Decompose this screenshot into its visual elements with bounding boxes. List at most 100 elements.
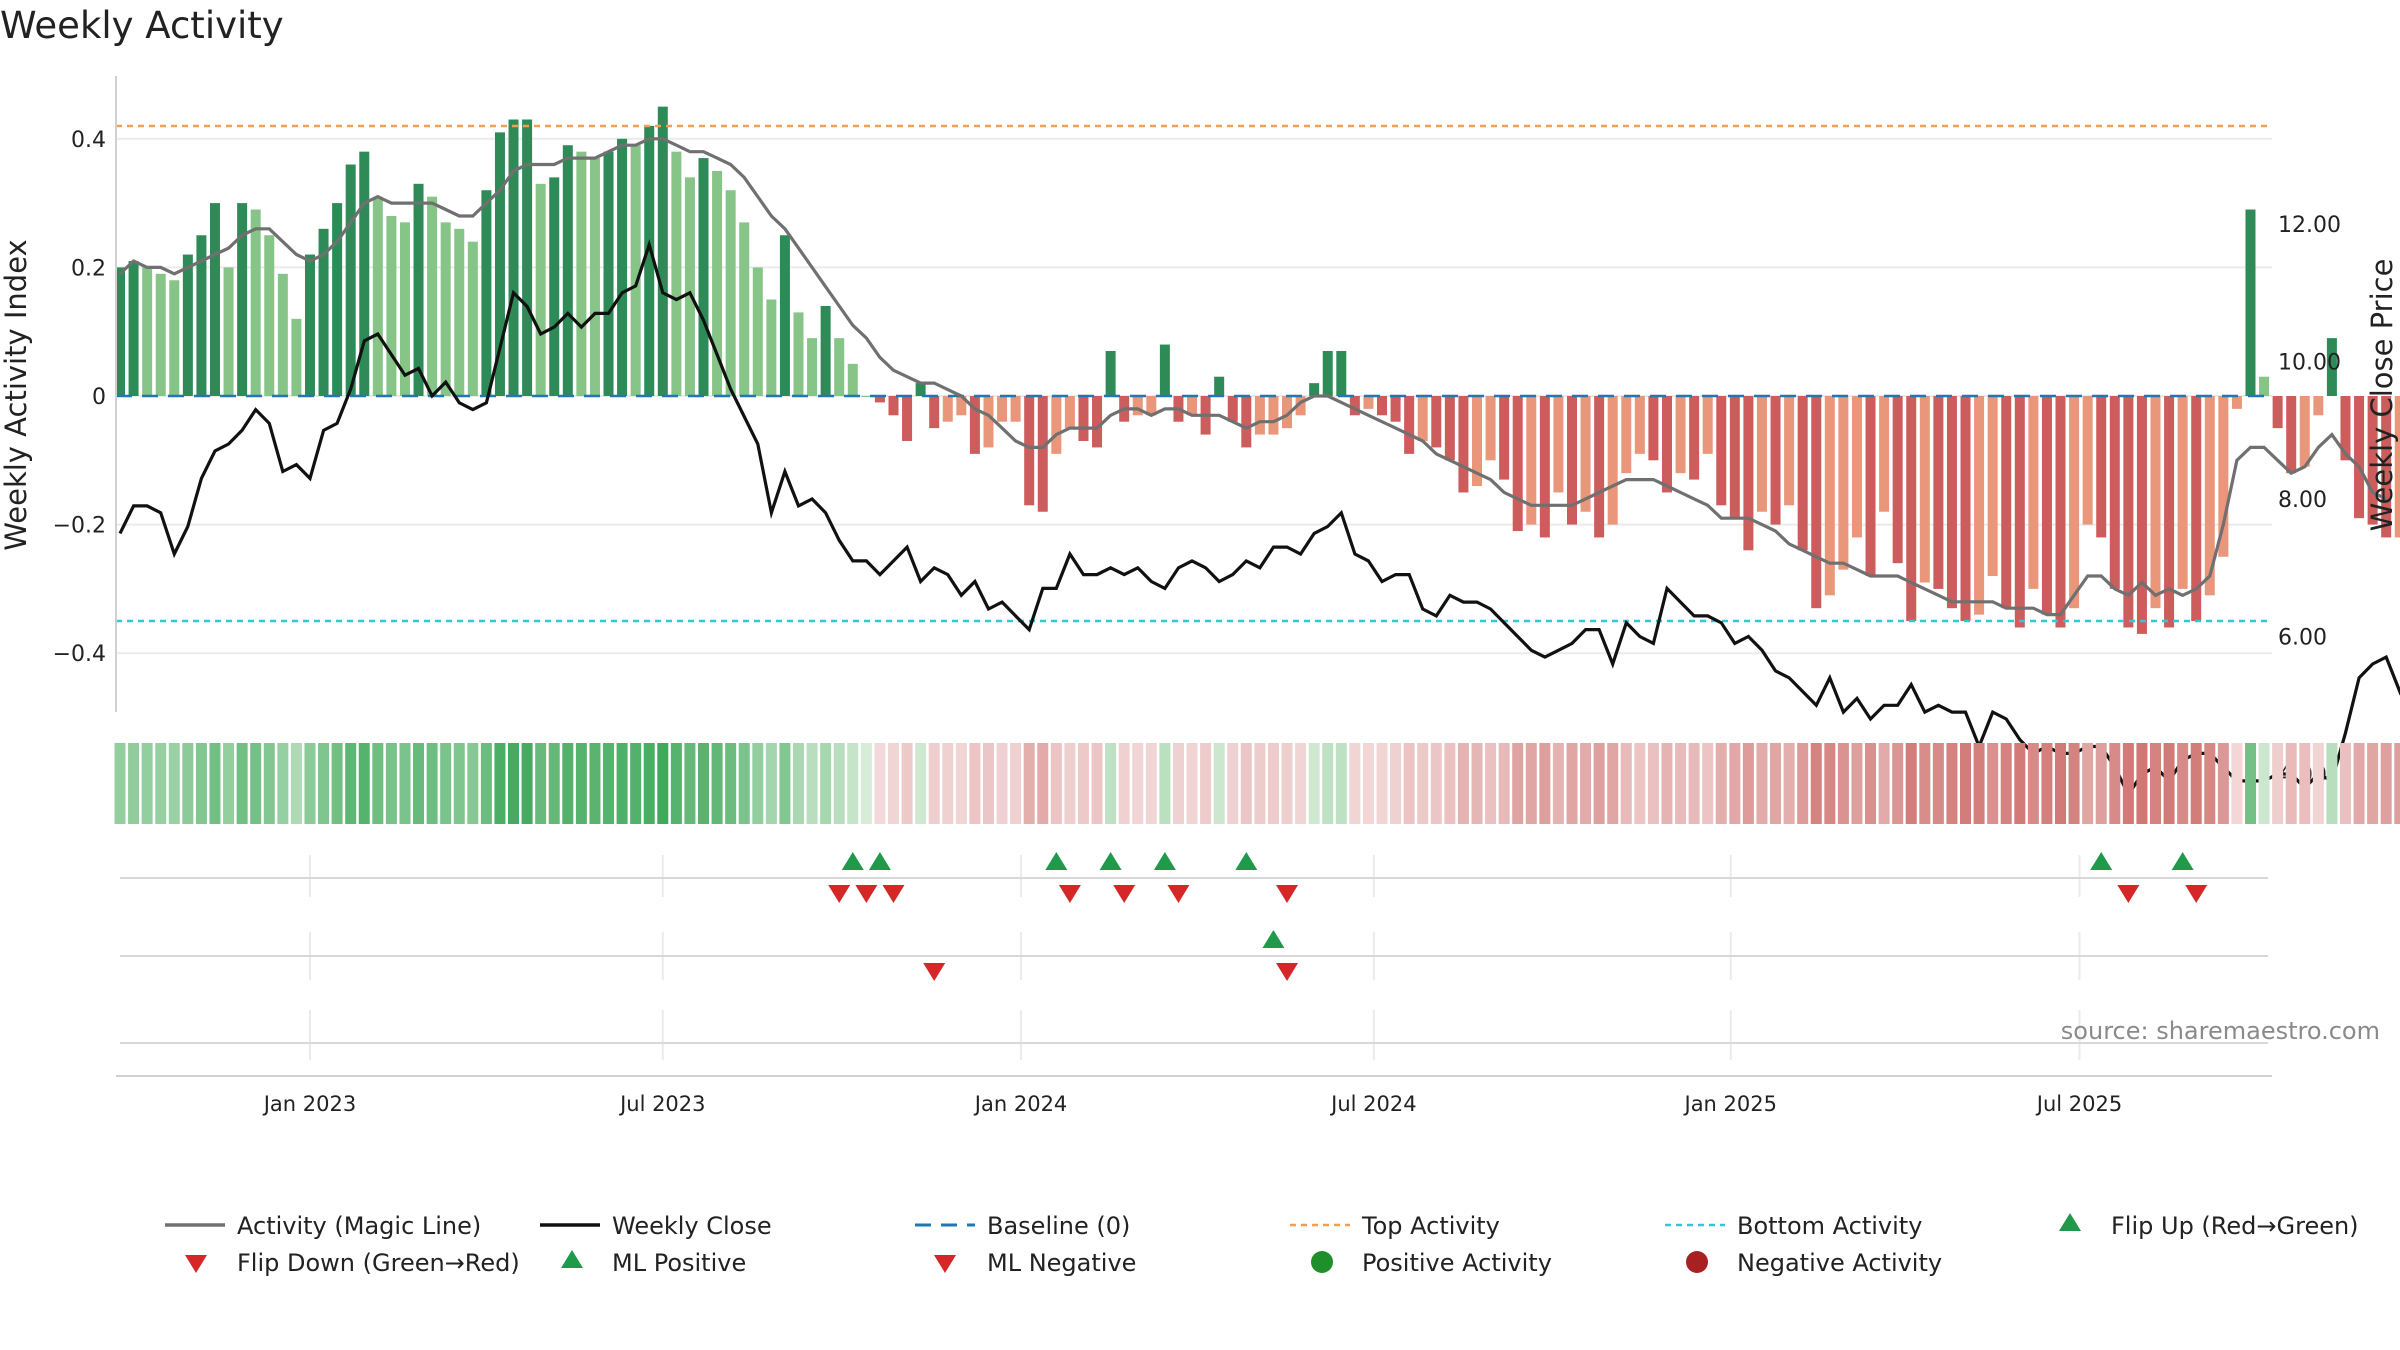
- activity-bar: [1146, 396, 1157, 416]
- legend-label: Flip Up (Red→Green): [2111, 1212, 2359, 1240]
- heat-cell: [453, 743, 465, 824]
- activity-bar: [2259, 376, 2270, 396]
- heat-cell: [887, 743, 899, 824]
- heat-cell: [1878, 743, 1890, 824]
- activity-bar: [1634, 396, 1645, 454]
- heat-cell: [2082, 743, 2094, 824]
- activity-bar: [2082, 396, 2093, 525]
- heat-cell: [1457, 743, 1469, 824]
- activity-bar: [372, 196, 383, 396]
- activity-bar: [1363, 396, 1374, 409]
- heat-cell: [806, 743, 818, 824]
- activity-bar: [2367, 396, 2378, 525]
- heat-cell: [1010, 743, 1022, 824]
- heat-cell: [1593, 743, 1605, 824]
- y2-tick-label: 10.00: [2278, 351, 2341, 376]
- heat-cell: [508, 743, 520, 824]
- activity-bar: [1933, 396, 1944, 589]
- heat-cell: [2285, 743, 2297, 824]
- activity-bar: [1784, 396, 1795, 506]
- legend-ml-positive-symbol: [561, 1250, 583, 1268]
- heat-cell: [1349, 743, 1361, 824]
- activity-bar: [494, 132, 505, 396]
- heat-cell: [2272, 743, 2284, 824]
- activity-bar: [562, 145, 573, 396]
- heat-cell: [521, 743, 533, 824]
- heat-cell: [2190, 743, 2202, 824]
- activity-bar: [969, 396, 980, 454]
- activity-bar: [671, 151, 682, 396]
- heat-cell: [1987, 743, 1999, 824]
- heat-cell: [1607, 743, 1619, 824]
- activity-bar: [2204, 396, 2215, 596]
- activity-bar: [589, 158, 600, 396]
- legend-ml-negative-symbol: [934, 1255, 956, 1273]
- heat-cell: [263, 743, 275, 824]
- activity-bar: [1566, 396, 1577, 525]
- heat-cell: [1661, 743, 1673, 824]
- activity-bar: [1241, 396, 1252, 448]
- activity-bar: [1078, 396, 1089, 442]
- activity-bar: [2109, 396, 2120, 589]
- legend-label: Negative Activity: [1737, 1249, 1942, 1277]
- activity-bar: [1770, 396, 1781, 525]
- heat-cell: [1797, 743, 1809, 824]
- heat-cell: [2204, 743, 2216, 824]
- flip-down-marker: [1113, 885, 1136, 903]
- activity-bar: [1322, 350, 1333, 396]
- activity-bar: [617, 138, 628, 397]
- activity-bar: [1132, 396, 1143, 416]
- heat-cell: [1932, 743, 1944, 824]
- y-axis-label: Weekly Activity Index: [0, 239, 33, 550]
- heat-cell: [1892, 743, 1904, 824]
- activity-bar: [1892, 396, 1903, 564]
- heat-cell: [1756, 743, 1768, 824]
- activity-bar: [1010, 396, 1021, 422]
- heat-cell: [2231, 743, 2243, 824]
- activity-bar: [1906, 396, 1917, 622]
- activity-bar: [1295, 396, 1306, 416]
- x-tick-label: Jan 2024: [973, 1092, 1068, 1116]
- y2-tick-label: 12.00: [2278, 213, 2341, 238]
- heat-cell: [779, 743, 791, 824]
- y-axis-ticks: 0.4 0.2 0 −0.2 −0.4: [53, 128, 106, 667]
- activity-bar: [1851, 396, 1862, 538]
- activity-bar: [1458, 396, 1469, 493]
- heat-cell: [1390, 743, 1402, 824]
- heat-cell: [575, 743, 587, 824]
- heat-cell: [372, 743, 384, 824]
- heat-cell: [1525, 743, 1537, 824]
- flip-down-marker: [1058, 885, 1081, 903]
- heat-cell: [725, 743, 737, 824]
- activity-bar: [1254, 396, 1265, 435]
- y-tick-label: −0.2: [53, 514, 106, 539]
- activity-bar: [1499, 396, 1510, 480]
- heat-cell: [874, 743, 886, 824]
- activity-bar: [956, 396, 967, 416]
- activity-bar: [1051, 396, 1062, 454]
- heat-cell: [2055, 743, 2067, 824]
- activity-bar: [2272, 396, 2283, 429]
- activity-bar: [277, 273, 288, 396]
- heat-cell: [1783, 743, 1795, 824]
- heat-cell: [1634, 743, 1646, 824]
- activity-bar: [807, 338, 818, 396]
- activity-bar: [169, 280, 180, 396]
- heat-cell: [1810, 743, 1822, 824]
- heat-cell: [833, 743, 845, 824]
- activity-bar: [1648, 396, 1659, 461]
- heat-cell: [1471, 743, 1483, 824]
- activity-bar: [2177, 396, 2188, 589]
- y-tick-label: 0.2: [71, 256, 106, 281]
- heat-cell: [399, 743, 411, 824]
- heat-cell: [1566, 743, 1578, 824]
- heat-cell: [820, 743, 832, 824]
- heat-cell: [2394, 743, 2400, 824]
- activity-bar: [2069, 396, 2080, 609]
- activity-bar: [1811, 396, 1822, 609]
- heat-cell: [684, 743, 696, 824]
- x-tick-label: Jul 2024: [1329, 1092, 1416, 1116]
- heat-cell: [1186, 743, 1198, 824]
- activity-bar: [1607, 396, 1618, 525]
